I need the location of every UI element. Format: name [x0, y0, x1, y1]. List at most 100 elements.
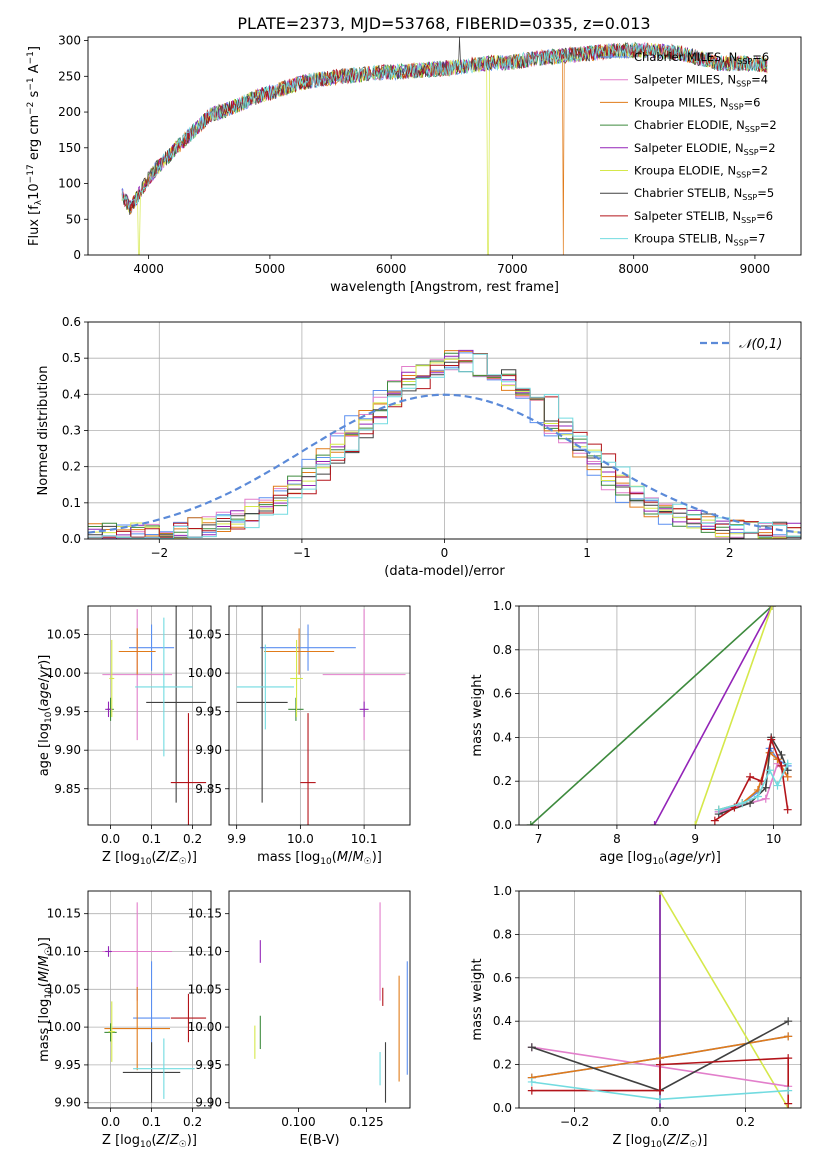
residuals-panel: −2 −1 0 1 2 0.0 0.1 0.2 0.3 0.4 0.5 0.6 (data-model)…	[36, 315, 802, 579]
x-tick-label: 0.0	[650, 1115, 669, 1129]
legend-label: Kroupa MILES, NSSP=6	[634, 95, 760, 111]
y-axis-label: mass [log10(M/M☉)]	[37, 937, 54, 1062]
weight-marker	[784, 1032, 793, 1041]
axes-frame	[87, 321, 802, 540]
weight-marker	[527, 1043, 536, 1052]
weight-marker	[656, 891, 664, 895]
plot-area	[102, 902, 207, 1103]
mass-vs-z-panel: 0.0 0.1 0.2 9.90 9.95 10.00 10.05 10.10 10.15 Z […	[37, 890, 212, 1150]
y-tick-label: 0.2	[493, 774, 512, 788]
y-tick-label: 10.05	[47, 982, 81, 996]
errorbar-point	[102, 902, 173, 1001]
x-tick-label: 10.1	[351, 832, 378, 846]
weight-marker	[656, 1104, 664, 1108]
weight-marker	[783, 759, 792, 768]
y-tick-label: 1.0	[493, 884, 512, 898]
y-tick-label: 9.90	[195, 1096, 222, 1110]
mass-vs-ebv-panel: 0.100 0.125 9.90 9.95 10.00 10.05 10.10 10.15 E(…	[188, 890, 411, 1148]
normal-curve	[88, 393, 801, 534]
plot-area	[254, 902, 408, 1103]
errorbar-point	[122, 1042, 181, 1103]
weight-line-chabrier-stelib	[718, 734, 789, 815]
y-tick-label: 10.10	[188, 944, 222, 958]
residual-hist-chabrier-stelib	[88, 353, 801, 539]
age-vs-z-panel: 0.0 0.1 0.2 9.85 9.90 9.95 10.00 10.05 Z [log10(…	[37, 605, 212, 867]
y-tick-label: 100	[58, 177, 81, 191]
y-tick-label: 0.0	[493, 818, 512, 832]
y-tick-label: 9.90	[195, 743, 222, 757]
y-tick-label: 10.05	[188, 982, 222, 996]
weight-vs-age-panel: 7 8 9 10 0.0 0.2 0.4 0.6 0.8 1.0 age [log10(age/yr…	[470, 599, 802, 867]
x-tick-label: 7000	[497, 262, 528, 276]
errorbar-point	[108, 1001, 116, 1062]
errorbar-point	[288, 697, 304, 721]
x-tick-label: 10.0	[287, 832, 314, 846]
y-tick-label: 0.2	[62, 460, 81, 474]
x-tick-label: 0.100	[281, 1115, 315, 1129]
y-tick-label: 0.6	[493, 687, 512, 701]
y-tick-label: 9.95	[195, 705, 222, 719]
weight-line-chabrier-elodie	[530, 606, 773, 825]
weight-marker	[773, 781, 782, 790]
axes-frame	[518, 605, 802, 826]
weight-marker	[656, 1086, 664, 1095]
y-tick-label: 0.0	[62, 532, 81, 546]
y-tick-label: 0.4	[493, 1014, 512, 1028]
y-tick-label: 150	[58, 141, 81, 155]
x-tick-label: 0.1	[142, 1115, 161, 1129]
plot-area	[121, 37, 768, 255]
weight-marker	[765, 766, 774, 775]
legend-label: Salpeter STELIB, NSSP=6	[634, 209, 773, 225]
y-tick-label: 0.8	[493, 927, 512, 941]
x-tick-label: 0	[441, 546, 449, 560]
y-axis-label: Normed distribution	[36, 366, 51, 496]
y-tick-label: 0.2	[493, 1058, 512, 1072]
weight-marker	[714, 805, 723, 814]
errorbar-point	[118, 628, 156, 675]
residual-hist-kroupa-stelib	[88, 353, 801, 539]
errorbar-point	[170, 713, 207, 825]
y-tick-label: 0.0	[493, 1101, 512, 1115]
residual-hist-kroupa-elodie	[88, 353, 801, 539]
legend-label: Salpeter MILES, NSSP=4	[634, 73, 768, 89]
weight-marker	[777, 750, 786, 759]
x-axis-label: E(B-V)	[299, 1133, 339, 1148]
errorbar-point	[290, 639, 303, 718]
weight-marker	[650, 821, 659, 825]
errorbar-point	[104, 987, 170, 1071]
x-axis-label: Z [log10(Z/Z☉)]	[102, 850, 197, 867]
errorbar-point	[129, 624, 175, 671]
weight-marker	[761, 794, 770, 803]
y-tick-label: 9.95	[54, 1058, 81, 1072]
x-tick-label: 4000	[133, 262, 164, 276]
spectrum-line-kroupa-stelib	[121, 42, 768, 209]
plot-area	[88, 349, 801, 539]
weight-marker	[527, 1077, 536, 1086]
x-tick-label: 9	[691, 832, 699, 846]
weight-marker	[784, 1054, 793, 1063]
plot-area	[527, 891, 793, 1108]
weight-marker	[738, 799, 747, 808]
weight-line-kroupa-stelib	[718, 763, 789, 811]
weight-marker	[783, 805, 792, 814]
y-axis-label: mass weight	[470, 674, 485, 756]
weight-marker	[784, 1086, 793, 1095]
x-tick-label: 5000	[255, 262, 286, 276]
errorbar-point	[260, 624, 356, 671]
spectrum-panel: 4000 5000 6000 7000 8000 9000 0 50 100 150 200 250 3…	[26, 34, 802, 295]
errorbar-point	[170, 993, 207, 1043]
errorbar-point	[300, 713, 316, 825]
x-tick-label: 0.2	[183, 832, 202, 846]
plot-area	[236, 606, 406, 825]
x-axis-label: mass [log10(M/M☉)]	[257, 850, 382, 867]
y-tick-label: 10.15	[188, 907, 222, 921]
errorbar-point	[109, 639, 115, 718]
legend-label: Kroupa STELIB, NSSP=7	[634, 232, 765, 248]
x-tick-label: 8	[613, 832, 621, 846]
axes-frame	[228, 890, 411, 1109]
x-tick-label: 0.125	[349, 1115, 383, 1129]
y-tick-label: 300	[58, 34, 81, 48]
axes-frame	[87, 36, 802, 256]
errorbar-point	[135, 617, 193, 757]
y-axis-label: mass weight	[470, 958, 485, 1040]
